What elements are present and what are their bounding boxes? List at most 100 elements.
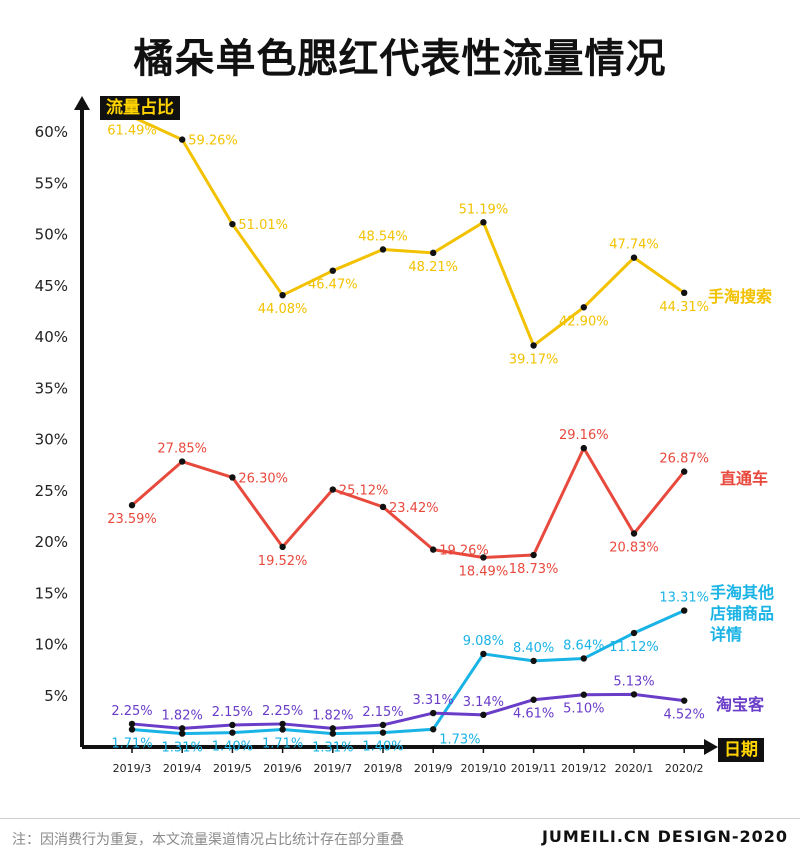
data-point — [480, 554, 487, 561]
y-tick-label: 50% — [35, 226, 68, 244]
data-label: 46.47% — [308, 278, 358, 293]
data-label: 25.12% — [339, 484, 389, 499]
x-tick-label: 2019/9 — [414, 762, 453, 775]
series-line — [131, 609, 685, 736]
data-point — [530, 657, 537, 665]
data-label: 1.73% — [439, 732, 480, 747]
data-point — [379, 246, 387, 253]
data-point — [279, 291, 286, 299]
data-point — [229, 721, 236, 729]
series-lines — [131, 115, 686, 736]
y-tick-label: 55% — [35, 174, 68, 192]
data-label: 2.15% — [212, 705, 253, 720]
data-label: 51.19% — [459, 202, 509, 217]
series-label: 手淘其他店铺商品详情 — [710, 583, 774, 644]
data-label: 13.31% — [659, 591, 709, 606]
series-line — [131, 115, 686, 348]
data-point — [630, 530, 638, 537]
data-point — [279, 720, 286, 728]
series-label: 手淘搜索 — [708, 287, 772, 306]
data-label: 5.13% — [613, 674, 654, 689]
x-tick-label: 2019/11 — [511, 762, 557, 775]
data-label: 1.82% — [312, 708, 353, 723]
data-point — [580, 304, 587, 311]
x-ticks: 2019/3 2019/4 2019/5 2019/6 2019/7 2019/8 2019… — [113, 747, 704, 775]
data-point — [681, 607, 688, 614]
data-label: 48.54% — [358, 229, 408, 244]
axes — [74, 96, 718, 755]
data-point — [530, 696, 537, 703]
x-tick-label: 2019/7 — [313, 762, 352, 775]
data-point — [480, 650, 487, 658]
x-tick-label: 2019/3 — [113, 762, 152, 775]
data-label: 47.74% — [609, 238, 659, 253]
data-point — [179, 730, 186, 737]
data-point — [279, 726, 286, 733]
data-point — [480, 219, 487, 226]
x-axis-label: 日期 — [718, 738, 764, 762]
data-label: 48.21% — [408, 260, 458, 275]
data-point — [329, 730, 336, 737]
x-tick-label: 2019/10 — [461, 762, 507, 775]
data-label: 2.25% — [111, 704, 152, 719]
data-label: 27.85% — [157, 442, 207, 457]
data-label: 23.42% — [389, 501, 439, 516]
line-chart: 5% 10% 15% 20% 25% 30% 35% 40% 45% 50% 55% 60% 2019… — [35, 96, 774, 775]
data-point — [379, 729, 387, 736]
data-label: 23.59% — [107, 512, 157, 527]
data-label: 51.01% — [238, 218, 288, 233]
x-tick-label: 2019/12 — [561, 762, 607, 775]
data-label: 42.90% — [559, 314, 609, 329]
data-label: 59.26% — [188, 134, 238, 149]
y-tick-label: 25% — [35, 482, 68, 500]
data-point — [179, 136, 186, 143]
data-point — [379, 503, 387, 511]
data-label: 20.83% — [609, 540, 659, 555]
data-label: 19.52% — [258, 554, 308, 569]
data-label: 29.16% — [559, 428, 609, 443]
data-point — [329, 725, 336, 732]
data-point — [128, 502, 136, 509]
x-tick-label: 2019/5 — [213, 762, 252, 775]
y-tick-label: 20% — [35, 533, 68, 551]
data-point — [630, 254, 638, 261]
y-tick-label: 30% — [35, 431, 68, 449]
x-tick-label: 2019/8 — [364, 762, 403, 775]
data-label: 1.31% — [162, 741, 203, 756]
data-label: 18.73% — [509, 562, 559, 577]
series-label: 直通车 — [720, 469, 768, 488]
data-point — [229, 474, 236, 481]
series-label-line: 详情 — [710, 625, 742, 644]
data-label: 3.31% — [413, 693, 454, 708]
series-line — [131, 446, 686, 559]
data-label: 1.40% — [212, 740, 253, 755]
data-point — [681, 289, 688, 297]
data-label: 19.26% — [439, 544, 489, 559]
data-label: 1.40% — [362, 740, 403, 755]
brand-credit: JUMEILI.CN DESIGN-2020 — [541, 827, 788, 846]
data-point — [430, 709, 437, 717]
y-axis-label: 流量占比 — [100, 96, 180, 120]
data-point — [179, 458, 186, 465]
data-point — [630, 629, 638, 637]
y-axis-arrow — [74, 96, 90, 110]
footnote: 注：因消费行为重复，本文流量渠道情况占比统计存在部分重叠 — [12, 832, 404, 848]
data-point — [329, 267, 336, 274]
data-point — [430, 249, 437, 257]
y-tick-label: 40% — [35, 328, 68, 346]
y-tick-label: 60% — [35, 123, 68, 141]
data-point — [530, 551, 537, 559]
x-tick-label: 2019/4 — [163, 762, 202, 775]
data-label: 8.40% — [513, 641, 554, 656]
data-label: 26.87% — [659, 452, 709, 467]
chart-title: 橘朵单色腮红代表性流量情况 — [133, 36, 667, 82]
series-label-line: 手淘其他 — [710, 583, 774, 602]
data-label: 1.82% — [162, 708, 203, 723]
footer: 注：因消费行为重复，本文流量渠道情况占比统计存在部分重叠 JUMEILI.CN … — [0, 818, 800, 859]
y-ticks: 5% 10% 15% 20% 25% 30% 35% 40% 45% 50% 55% 60% — [35, 123, 68, 705]
data-label: 2.15% — [362, 705, 403, 720]
data-point — [681, 468, 688, 475]
data-point — [580, 444, 587, 452]
x-tick-label: 2020/1 — [615, 762, 654, 775]
data-point — [630, 691, 638, 698]
